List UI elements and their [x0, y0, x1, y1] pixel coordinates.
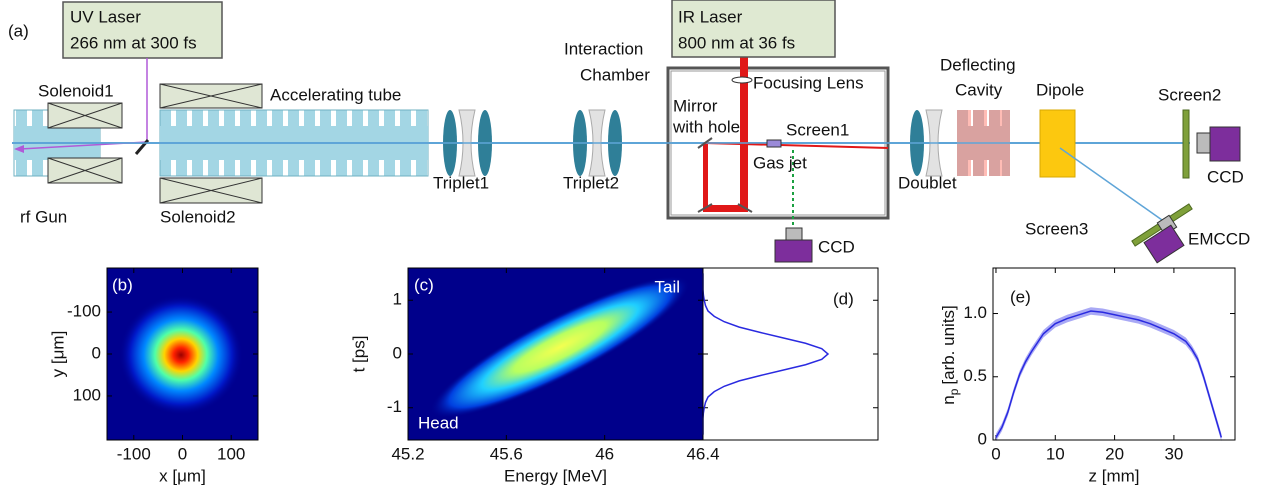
y-axis-label: t [ps] — [349, 336, 368, 373]
y-axis-label: y [μm] — [48, 331, 67, 378]
annotation: Tail — [654, 277, 680, 296]
annotation: Head — [418, 413, 459, 432]
label: Focusing Lens — [753, 73, 864, 92]
ir-laser-spec: 800 nm at 36 fs — [678, 33, 795, 52]
x-tick-label: 46.4 — [686, 444, 719, 463]
panel-label: (c) — [414, 275, 434, 294]
gas-jet — [767, 140, 781, 147]
x-tick-label: 46 — [595, 444, 614, 463]
x-axis-label: z [mm] — [1089, 466, 1140, 485]
y-tick-label: 0 — [978, 429, 987, 448]
label: with hole — [672, 117, 740, 136]
label: Solenoid2 — [160, 207, 236, 226]
error-band — [996, 307, 1221, 441]
y-tick-label: 0.5 — [963, 366, 987, 385]
label: Screen3 — [1025, 219, 1088, 238]
x-tick-label: 30 — [1164, 444, 1183, 463]
x-tick-label: 100 — [217, 444, 245, 463]
y-axis-label: np [arb. units] — [939, 305, 961, 405]
y-tick-label: 0 — [92, 343, 101, 362]
ccd — [1210, 127, 1240, 161]
label: Chamber — [580, 65, 650, 84]
focusing-lens — [732, 77, 752, 83]
label: rf Gun — [20, 207, 67, 226]
panel-label: (e) — [1010, 287, 1031, 306]
screen2 — [1183, 110, 1189, 178]
dipole — [1040, 110, 1075, 177]
x-axis-label: x [μm] — [159, 466, 206, 485]
panel-label: (a) — [8, 21, 29, 40]
x-tick-label: 45.6 — [490, 444, 523, 463]
x-tick-label: 10 — [1046, 444, 1065, 463]
y-tick-label: -100 — [67, 302, 101, 321]
label: CCD — [818, 237, 855, 256]
figure: UV Laser 266 nm at 300 fs (a) Solenoid1 … — [0, 0, 1278, 491]
x-tick-label: 20 — [1105, 444, 1124, 463]
label: Mirror — [673, 96, 718, 115]
y-tick-label: 100 — [73, 385, 101, 404]
label: Interaction — [564, 39, 643, 58]
deflected-beam — [1060, 148, 1162, 220]
y-tick-label: 0 — [393, 343, 402, 362]
diagram: UV Laser 266 nm at 300 fs (a) Solenoid1 … — [8, 0, 1250, 263]
label: Triplet2 — [563, 173, 619, 192]
panel-label: (b) — [112, 275, 133, 294]
ccd — [1197, 133, 1210, 153]
label: Screen1 — [786, 120, 849, 139]
panel-label: (d) — [833, 289, 854, 308]
label: EMCCD — [1188, 229, 1250, 248]
label: Dipole — [1036, 80, 1084, 99]
y-axis-label: n — [939, 395, 958, 404]
line — [703, 273, 828, 434]
label: CCD — [1207, 167, 1244, 186]
label: Triplet1 — [433, 173, 489, 192]
x-tick-label: 0 — [991, 444, 1000, 463]
label: Screen2 — [1158, 85, 1221, 104]
x-tick-label: 45.2 — [391, 444, 424, 463]
label: Solenoid1 — [38, 81, 114, 100]
uv-laser-spec: 266 nm at 300 fs — [70, 33, 197, 52]
label: Accelerating tube — [270, 85, 401, 104]
label: Gas jet — [753, 153, 807, 172]
x-tick-label: 0 — [178, 444, 187, 463]
ir-beam — [703, 143, 708, 212]
x-tick-label: -100 — [117, 444, 151, 463]
y-tick-label: -1 — [387, 397, 402, 416]
ir-laser: IR Laser — [678, 7, 743, 26]
label: Deflecting — [940, 55, 1016, 74]
y-tick-label: 1 — [393, 290, 402, 309]
ccd — [786, 228, 802, 240]
label: Cavity — [955, 80, 1003, 99]
y-tick-label: 1.0 — [963, 303, 987, 322]
line — [996, 311, 1221, 437]
y-axis-label: p — [947, 388, 961, 395]
label: Doublet — [898, 173, 957, 192]
uv-laser: UV Laser — [70, 7, 141, 26]
x-axis-label: Energy [MeV] — [504, 466, 607, 485]
y-axis-label: [arb. units] — [939, 305, 958, 384]
ccd — [775, 240, 812, 262]
